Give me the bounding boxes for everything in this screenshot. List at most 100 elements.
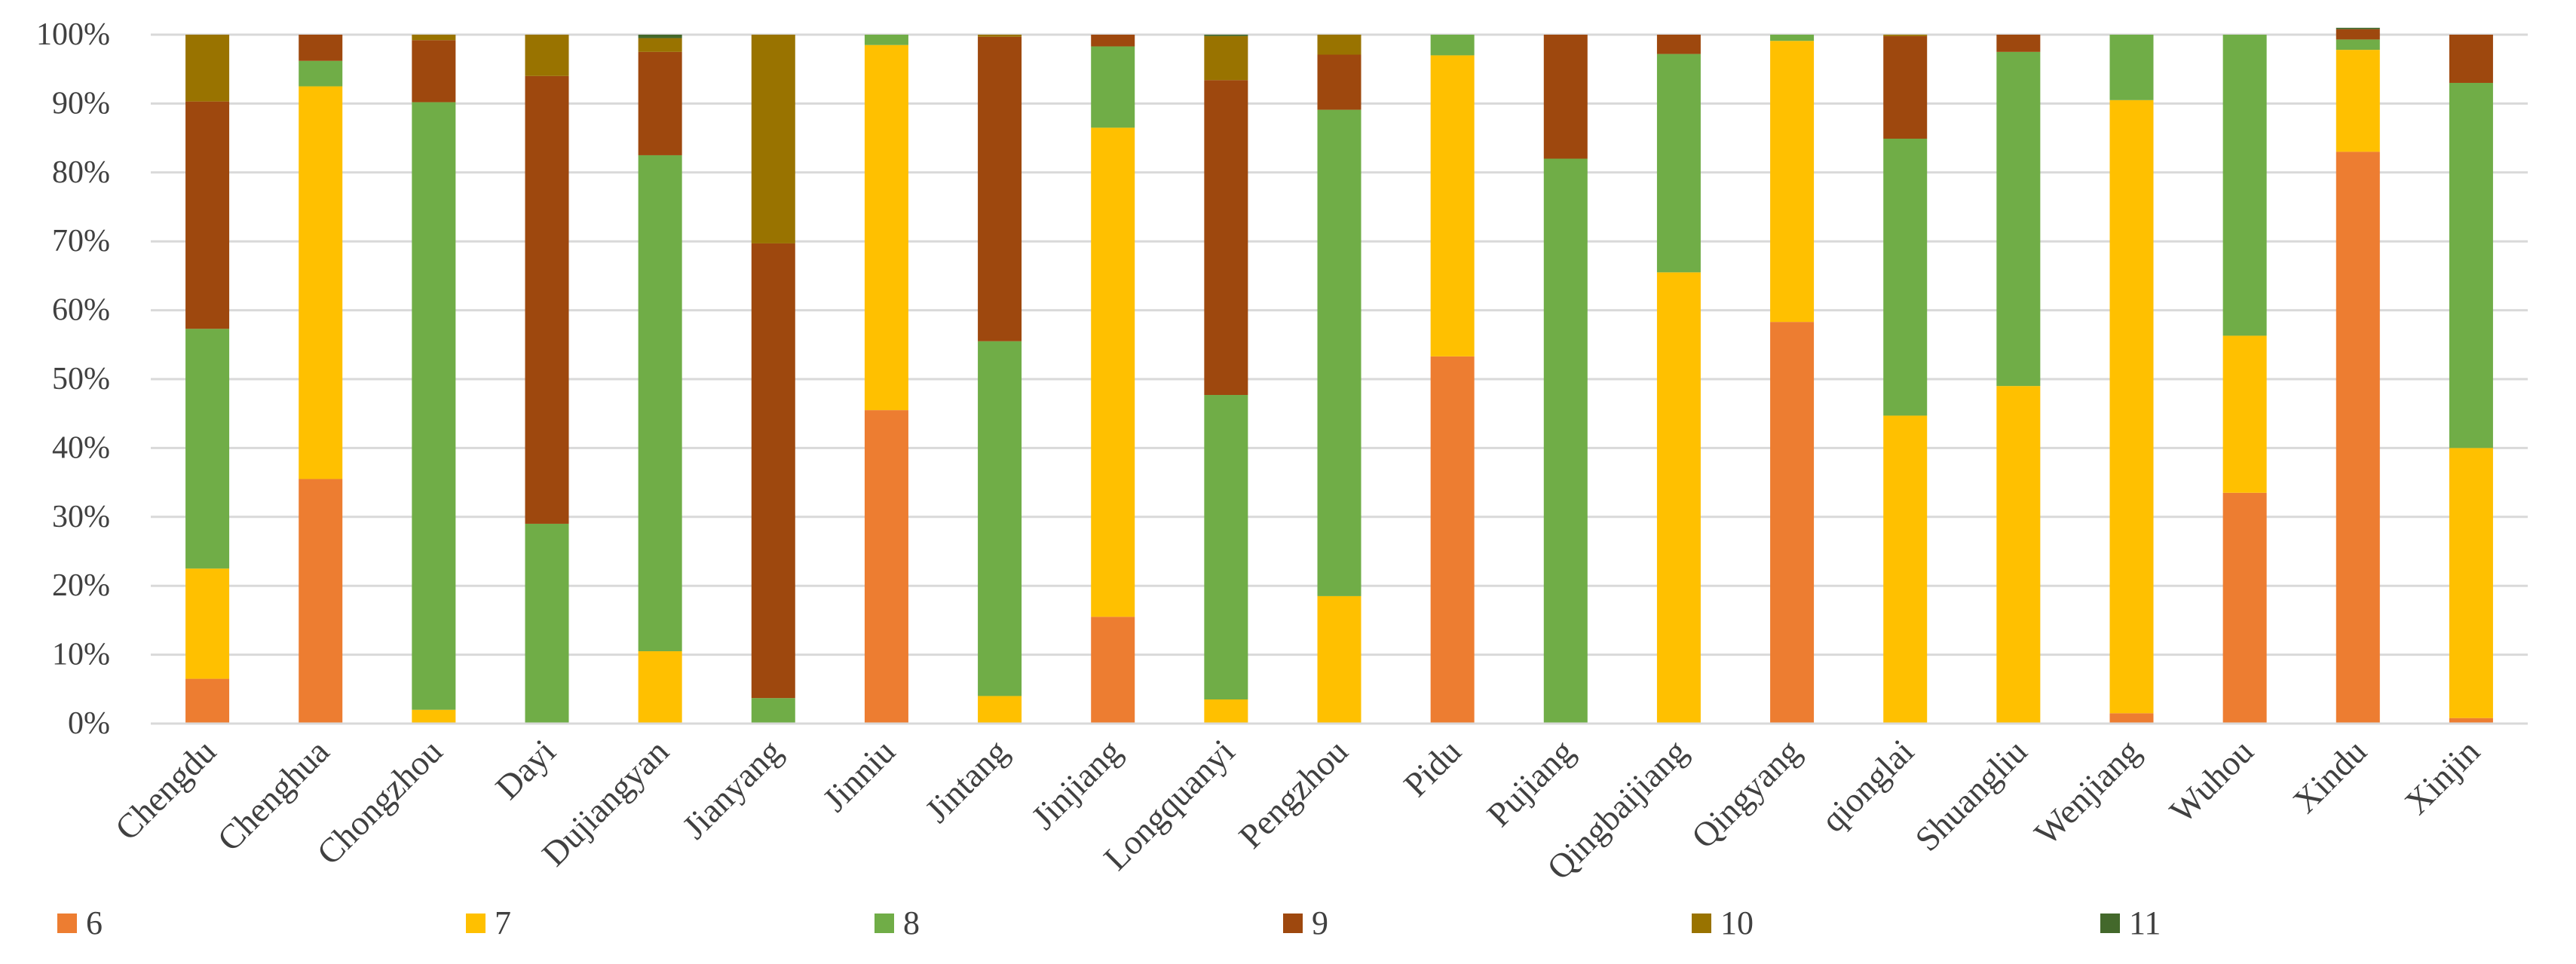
- bar-segment-jinjiang-8: [1091, 46, 1135, 128]
- bar-segment-wuhou-6: [2222, 492, 2267, 724]
- bar-segment-pujiang-9: [1543, 35, 1588, 159]
- y-tick-label: 60%: [52, 293, 110, 328]
- bar-segment-wenjiang-6: [2109, 713, 2154, 724]
- bar-segment-jianyang-10: [751, 35, 795, 243]
- bar-segment-chengdu-7: [185, 568, 230, 679]
- bar-segment-dayi-9: [525, 75, 569, 524]
- bar-segment-chongzhou-7: [412, 709, 456, 724]
- legend-swatch: [1692, 914, 1711, 933]
- bar-segment-shuangliu-9: [1996, 35, 2041, 52]
- x-tick-label: Chongzhou: [309, 732, 449, 872]
- y-axis-tick-labels: 0% 10% 20% 30% 40% 50% 60% 70% 80% 90% 100%: [36, 17, 110, 741]
- y-tick-label: 100%: [36, 17, 110, 52]
- bar-segment-xinjin-8: [2449, 82, 2493, 448]
- bar-segment-dujiangyan-10: [638, 38, 682, 52]
- x-tick-label: Pengzhou: [1231, 732, 1355, 855]
- bar-segment-dayi-10: [525, 35, 569, 76]
- legend-swatch: [874, 914, 894, 933]
- bar-segment-xindu-9: [2336, 29, 2380, 40]
- y-tick-label: 80%: [52, 155, 110, 190]
- bar-segment-jintang-10: [978, 35, 1022, 37]
- bar-segment-pidu-6: [1430, 356, 1475, 724]
- bar-segment-jinniu-7: [864, 44, 908, 411]
- x-tick-label: Wuhou: [2162, 732, 2261, 831]
- x-tick-label: Dayi: [488, 732, 562, 806]
- bar-segment-shuangliu-8: [1996, 51, 2041, 387]
- bar-segment-jinniu-6: [864, 410, 908, 724]
- y-tick-label: 20%: [52, 568, 110, 603]
- bar-segment-dayi-8: [525, 523, 569, 724]
- bar-segment-pidu-7: [1430, 55, 1475, 357]
- legend: 6 7 8 9 10 11: [57, 904, 2161, 941]
- bar-segment-chongzhou-9: [412, 40, 456, 103]
- bar-segment-pengzhou-9: [1317, 54, 1362, 110]
- bar-segment-chengdu-9: [185, 101, 230, 329]
- bar-segment-pengzhou-8: [1317, 109, 1362, 596]
- x-tick-label: Qingyang: [1684, 732, 1808, 855]
- x-tick-label: Xindu: [2285, 732, 2373, 820]
- x-tick-label: Chengdu: [108, 732, 224, 848]
- x-tick-label: Jintang: [917, 732, 1015, 830]
- legend-item-10: 10: [1692, 904, 1754, 941]
- bar-segment-chongzhou-10: [412, 35, 456, 41]
- x-tick-label: Jinjiang: [1024, 732, 1129, 837]
- bar-segment-qingbaijiang-9: [1656, 35, 1701, 54]
- bar-segment-jianyang-8: [751, 698, 795, 724]
- bar-segment-pidu-8: [1430, 35, 1475, 56]
- bar-segment-qingbaijiang-7: [1656, 272, 1701, 724]
- bar-segment-xindu-6: [2336, 151, 2380, 724]
- bar-segment-qingyang-6: [1770, 322, 1815, 724]
- legend-item-11: 11: [2100, 904, 2161, 941]
- bar-segment-longquanyi-7: [1204, 699, 1248, 724]
- bar-segment-qingyang-7: [1770, 41, 1815, 323]
- bar-segment-chenghua-8: [299, 60, 343, 87]
- bar-segment-qionglai-9: [1883, 35, 1928, 139]
- legend-swatch: [2100, 914, 2120, 933]
- legend-swatch: [1283, 914, 1303, 933]
- bar-segment-xindu-7: [2336, 50, 2380, 152]
- bar-segment-shuangliu-7: [1996, 386, 2041, 724]
- bar-segment-wuhou-8: [2222, 35, 2267, 336]
- legend-label: 11: [2129, 904, 2161, 941]
- bar-segment-dujiangyan-7: [638, 651, 682, 724]
- x-tick-label: Pujiang: [1479, 732, 1581, 834]
- bar-segment-xinjin-9: [2449, 35, 2493, 83]
- y-tick-label: 50%: [52, 362, 110, 396]
- bar-segment-chongzhou-8: [412, 102, 456, 710]
- bar-segment-chenghua-6: [299, 479, 343, 724]
- bar-segment-xindu-11: [2336, 27, 2380, 29]
- bar-segment-chengdu-10: [185, 35, 230, 102]
- y-tick-label: 40%: [52, 430, 110, 465]
- bar-segment-wenjiang-7: [2109, 99, 2154, 714]
- y-tick-label: 90%: [52, 86, 110, 121]
- legend-item-8: 8: [874, 904, 920, 941]
- y-tick-label: 10%: [52, 638, 110, 672]
- bar-segment-dujiangyan-8: [638, 155, 682, 652]
- bar-segment-dujiangyan-11: [638, 35, 682, 38]
- legend-label: 7: [495, 904, 511, 941]
- legend-swatch: [466, 914, 485, 933]
- bar-segment-pujiang-8: [1543, 158, 1588, 724]
- bar-segment-longquanyi-8: [1204, 395, 1248, 700]
- x-tick-label: Jinniu: [815, 732, 902, 819]
- bar-segment-longquanyi-11: [1204, 35, 1248, 36]
- bar-segment-jinjiang-6: [1091, 617, 1135, 724]
- bar-segment-chengdu-8: [185, 329, 230, 569]
- bar-segment-wuhou-7: [2222, 335, 2267, 493]
- bar-segment-chenghua-9: [299, 35, 343, 61]
- bar-segment-xindu-8: [2336, 39, 2380, 50]
- bar-segment-xinjin-7: [2449, 448, 2493, 718]
- bar-segment-qingbaijiang-8: [1656, 54, 1701, 273]
- x-tick-label: Xinjin: [2397, 732, 2487, 822]
- bar-segment-jinjiang-9: [1091, 35, 1135, 47]
- bar-segment-jianyang-9: [751, 243, 795, 699]
- x-tick-label: Pidu: [1396, 732, 1469, 804]
- bar-segment-xinjin-6: [2449, 718, 2493, 724]
- bar-segment-pengzhou-10: [1317, 35, 1362, 55]
- bar-segment-qionglai-8: [1883, 139, 1928, 416]
- bar-segment-jinniu-8: [864, 35, 908, 45]
- bar-segment-chengdu-6: [185, 678, 230, 724]
- bar-segment-chenghua-7: [299, 86, 343, 479]
